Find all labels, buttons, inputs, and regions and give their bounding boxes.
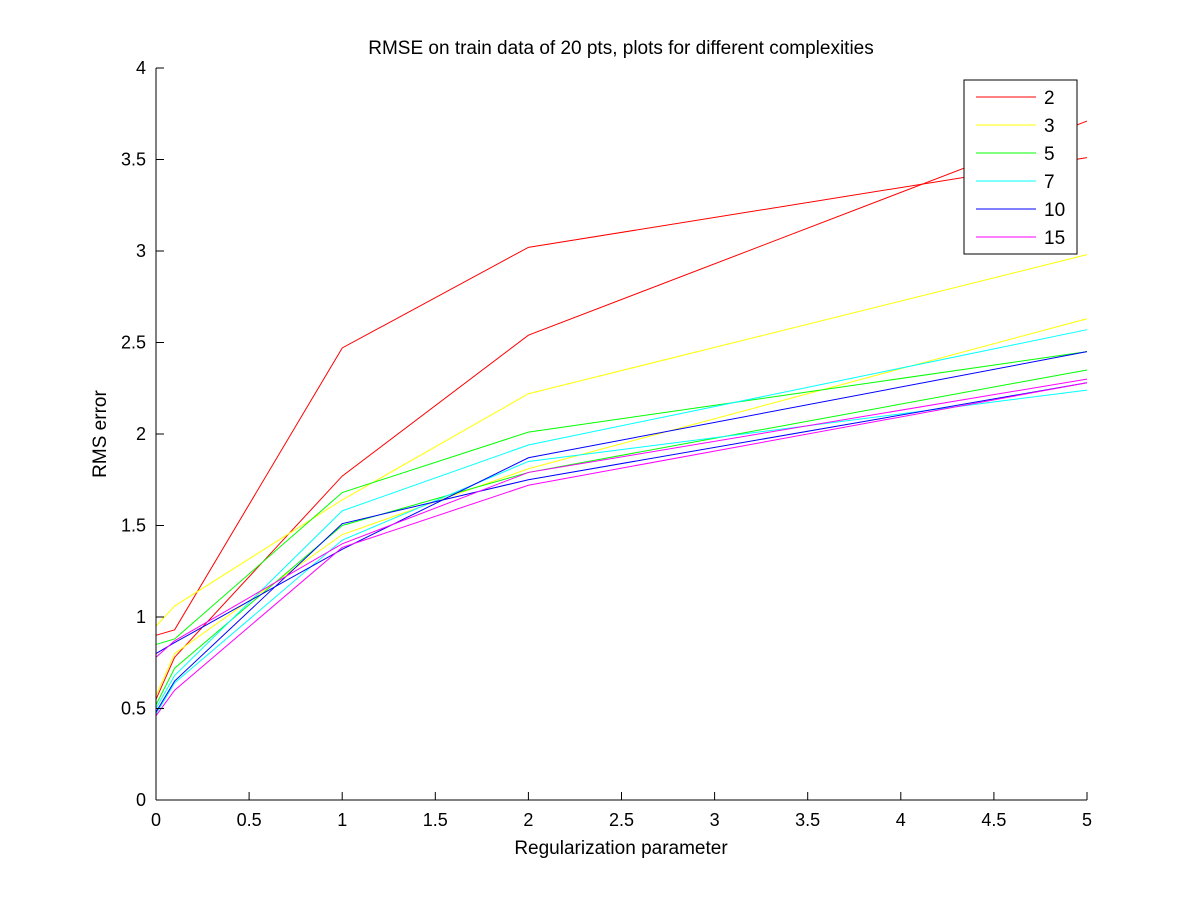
series-line-2-b xyxy=(155,120,1088,700)
series-line-7-b xyxy=(155,389,1088,715)
x-axis-title: Regularization parameter xyxy=(514,838,728,859)
series-line-10-b xyxy=(155,382,1088,713)
y-tick-label: 1.5 xyxy=(121,516,146,536)
series-line-5-b xyxy=(155,369,1088,706)
x-tick-label: 1 xyxy=(337,810,347,830)
x-tick-label: 5 xyxy=(1082,810,1092,830)
x-tick-label: 2 xyxy=(523,810,533,830)
series-line-2-a xyxy=(155,157,1088,636)
chart-title: RMSE on train data of 20 pts, plots for … xyxy=(368,38,874,59)
y-tick-label: 1 xyxy=(136,607,146,627)
x-tick-label: 4.5 xyxy=(981,810,1006,830)
y-tick-label: 3.5 xyxy=(121,150,146,170)
x-tick-label: 0 xyxy=(151,810,161,830)
series-line-3-b xyxy=(155,318,1088,696)
x-tick-label: 0.5 xyxy=(237,810,262,830)
series-layer xyxy=(155,120,1088,717)
legend-label-7: 7 xyxy=(1044,172,1055,193)
legend-label-15: 15 xyxy=(1044,228,1065,249)
tick-layer: 0 0.5 1 1.5 2 2.5 3 3.5 4 4.5 5 0 0.5 1 1.5 2 2.5 3 3.5 4 xyxy=(121,58,1092,830)
legend-label-10: 10 xyxy=(1044,200,1065,221)
series-line-5-a xyxy=(155,351,1088,645)
series-line-3-a xyxy=(155,254,1088,627)
x-tick-label: 3.5 xyxy=(795,810,820,830)
legend-label-5: 5 xyxy=(1044,144,1055,165)
y-axis-title: RMS error xyxy=(90,390,111,478)
series-line-15-b xyxy=(155,382,1088,717)
plot-area xyxy=(156,68,1087,800)
legend-box xyxy=(963,79,1078,255)
y-tick-label: 0.5 xyxy=(121,699,146,719)
legend-label-2: 2 xyxy=(1044,88,1055,109)
x-tick-label: 2.5 xyxy=(609,810,634,830)
y-tick-label: 4 xyxy=(136,58,146,78)
legend-label-3: 3 xyxy=(1044,116,1055,137)
x-tick-label: 4 xyxy=(896,810,906,830)
series-line-15-a xyxy=(155,378,1088,658)
y-tick-label: 2 xyxy=(136,424,146,444)
y-tick-label: 3 xyxy=(136,241,146,261)
x-tick-label: 3 xyxy=(710,810,720,830)
legend: 2 3 5 7 10 15 xyxy=(963,79,1078,255)
x-tick-label: 1.5 xyxy=(423,810,448,830)
series-line-7-a xyxy=(155,329,1088,709)
y-tick-label: 0 xyxy=(136,790,146,810)
y-tick-label: 2.5 xyxy=(121,333,146,353)
